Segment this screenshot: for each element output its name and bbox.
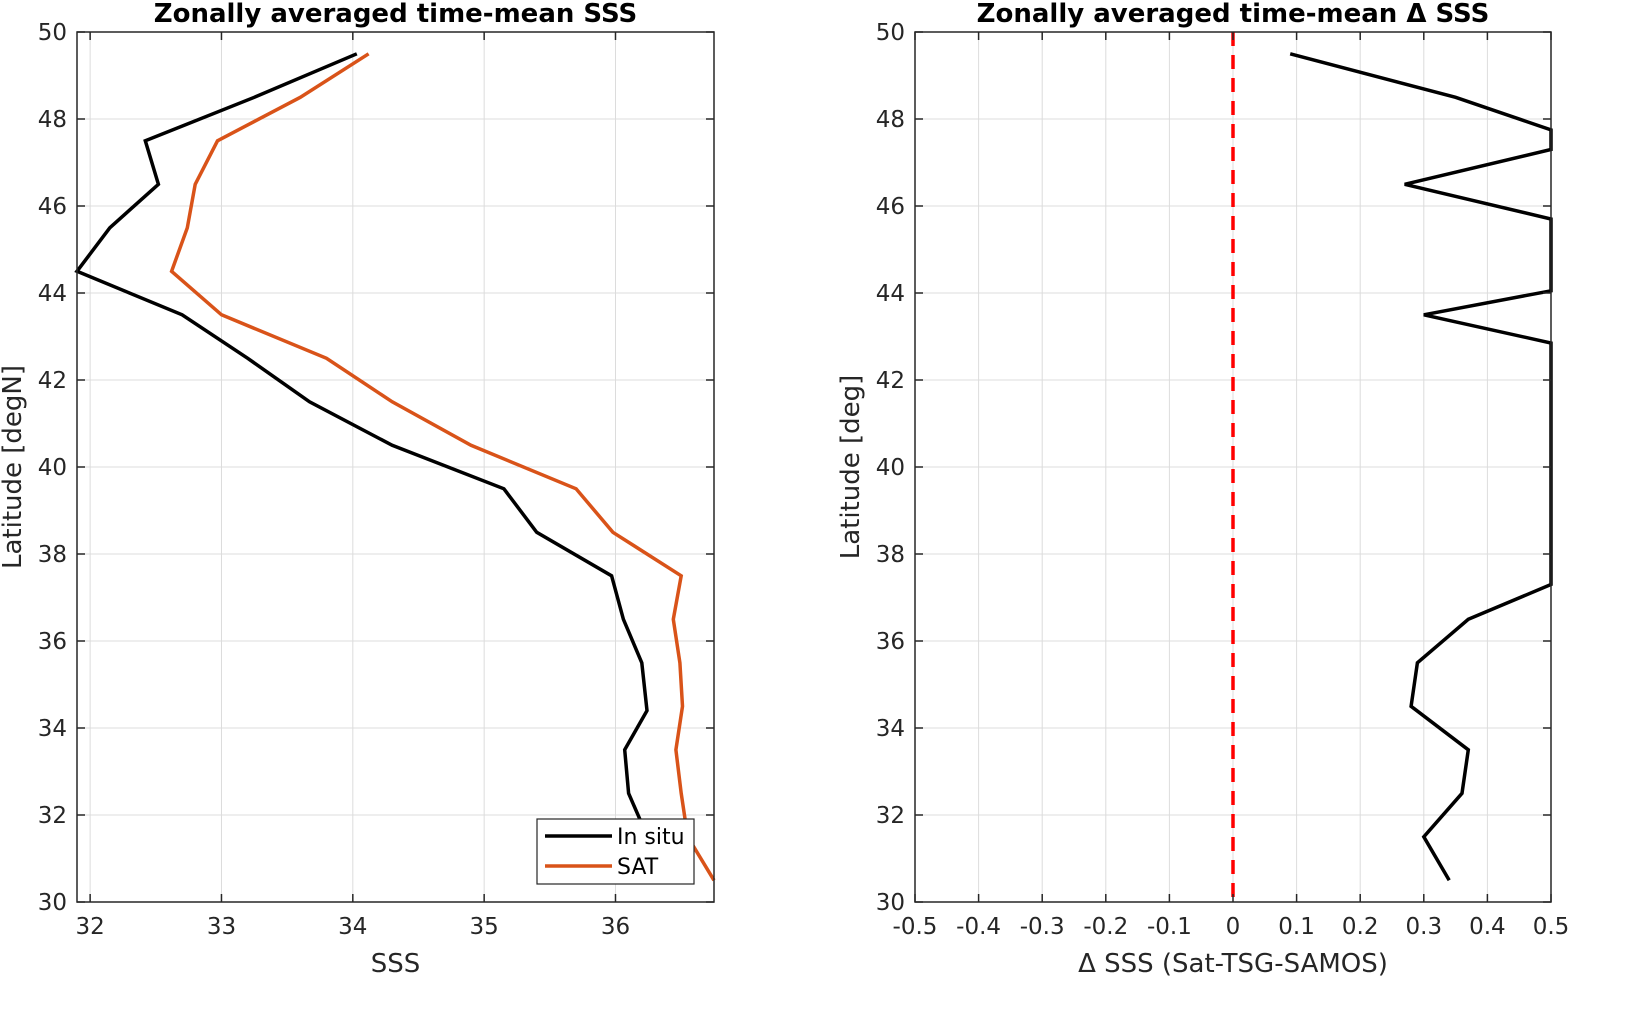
left-series-line-in-situ [74,52,649,825]
right-x-tick-label-6: 0.1 [1278,914,1315,940]
left-chart-title: Zonally averaged time-mean SSS [154,0,638,29]
left-y-tick-label-7: 44 [38,281,67,307]
right-y-tick-label-9: 48 [876,107,905,133]
right-x-tick-label-2: -0.3 [1020,914,1065,940]
left-y-tick-label-8: 46 [38,194,67,220]
left-y-axis-label: Latitude [degN] [0,365,28,569]
legend-label-in-situ: In situ [617,825,685,850]
right-x-tick-label-7: 0.2 [1342,914,1379,940]
right-y-tick-label-0: 30 [876,890,905,916]
left-x-axis-label: SSS [371,949,421,979]
right-x-tick-label-4: -0.1 [1147,914,1192,940]
left-y-tick-label-4: 38 [38,542,67,568]
right-x-tick-label-9: 0.4 [1469,914,1506,940]
left-y-tick-label-2: 34 [38,716,67,742]
right-x-tick-label-0: -0.5 [893,914,938,940]
right-y-tick-label-10: 50 [876,20,905,46]
left-x-tick-label-0: 32 [75,914,104,940]
left-y-tick-label-6: 42 [38,368,67,394]
right-x-tick-label-1: -0.4 [956,914,1001,940]
left-x-tick-label-4: 36 [601,914,630,940]
left-y-tick-label-0: 30 [38,890,67,916]
right-tick-marks [914,31,1552,903]
left-chart-panel: 32 33 34 35 36 30 32 34 36 38 40 42 44 46 48 50 Zonall… [0,0,716,979]
legend: In situ SAT [536,818,695,885]
right-y-tick-label-6: 42 [876,368,905,394]
right-x-tick-label-5: 0 [1226,914,1241,940]
left-y-tick-label-1: 32 [38,803,67,829]
right-chart-panel: -0.5 -0.4 -0.3 -0.2 -0.1 0 0.1 0.2 0.3 0.4 0.5 303… [836,0,1569,979]
right-y-tick-label-8: 46 [876,194,905,220]
right-y-tick-label-4: 38 [876,542,905,568]
right-y-tick-label-3: 36 [876,629,905,655]
left-y-tick-label-3: 36 [38,629,67,655]
right-y-tick-label-1: 32 [876,803,905,829]
right-x-axis-label: Δ SSS (Sat-TSG-SAMOS) [1078,949,1388,979]
left-x-tick-labels: 32 33 34 35 36 [75,914,630,940]
legend-label-sat: SAT [617,855,659,880]
left-x-tick-label-2: 34 [338,914,367,940]
left-y-tick-labels: 30 32 34 36 38 40 42 44 46 48 50 [38,20,67,916]
left-tick-marks [77,31,714,903]
right-x-tick-label-8: 0.3 [1406,914,1443,940]
right-y-tick-label-5: 40 [876,455,905,481]
right-y-tick-labels: 30 32 34 36 38 40 42 44 46 48 50 [876,20,905,916]
right-y-tick-label-7: 44 [876,281,905,307]
left-x-tick-label-3: 35 [470,914,499,940]
right-y-axis-label: Latitude [deg] [836,375,866,560]
left-y-tick-label-5: 40 [38,455,67,481]
legend-box [536,818,695,885]
right-x-tick-labels: -0.5 -0.4 -0.3 -0.2 -0.1 0 0.1 0.2 0.3 0.4 0.5 [893,914,1570,940]
left-series-group [74,52,716,882]
left-series-line-sat [169,52,716,882]
left-x-tick-label-1: 33 [207,914,236,940]
right-y-tick-label-2: 34 [876,716,905,742]
right-x-tick-label-10: 0.5 [1533,914,1570,940]
left-y-tick-label-10: 50 [38,20,67,46]
left-y-tick-label-9: 48 [38,107,67,133]
right-x-tick-label-3: -0.2 [1083,914,1128,940]
right-chart-title: Zonally averaged time-mean Δ SSS [977,0,1490,29]
